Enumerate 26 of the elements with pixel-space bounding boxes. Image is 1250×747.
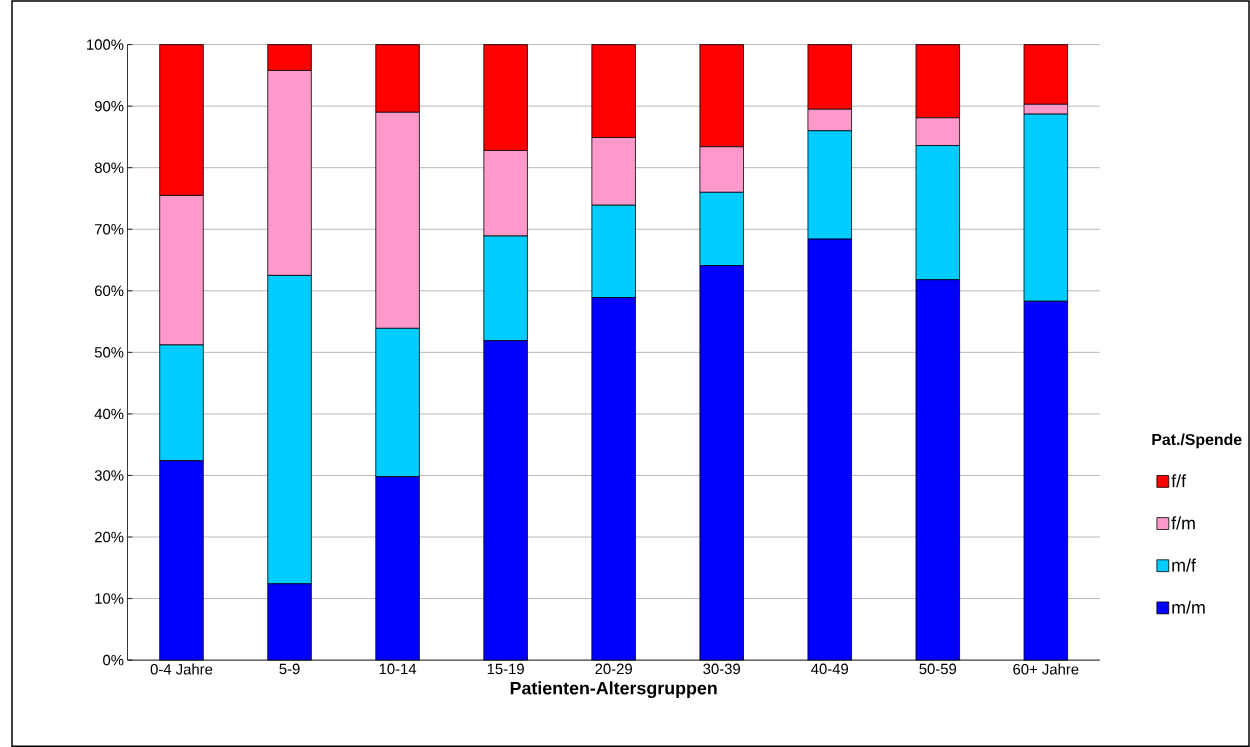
- x-tick-label: 20-29: [595, 663, 632, 674]
- y-tick-label: 40%: [94, 408, 124, 419]
- x-tick-label: 5-9: [279, 663, 300, 674]
- x-tick-label: 15-19: [487, 663, 524, 674]
- x-tick-label: 60+ Jahre: [1013, 663, 1079, 675]
- x-tick-label: 10-14: [379, 663, 417, 674]
- x-tick-label: 50-59: [919, 663, 957, 674]
- legend-label: m/m: [1172, 600, 1205, 614]
- y-tick-label: 30%: [94, 470, 124, 481]
- x-tick-label: 30-39: [703, 663, 740, 674]
- y-tick-label: 70%: [94, 223, 124, 235]
- y-tick-label: 50%: [94, 346, 124, 358]
- y-tick-label: 90%: [94, 100, 124, 112]
- x-tick-label: 40-49: [811, 663, 849, 674]
- y-tick-label: 100%: [87, 39, 124, 50]
- legend-label: f/m: [1171, 516, 1195, 530]
- y-tick-label: 0%: [103, 654, 124, 666]
- y-tick-label: 20%: [94, 531, 124, 543]
- x-tick-label: 0-4 Jahre: [150, 663, 213, 675]
- legend-title: Pat./Spende: [1152, 433, 1242, 449]
- y-tick-label: 10%: [95, 593, 124, 604]
- legend-label: m/f: [1172, 558, 1196, 572]
- legend-label: f/f: [1171, 474, 1187, 488]
- y-tick-label: 60%: [94, 285, 124, 296]
- y-tick-label: 80%: [94, 162, 124, 173]
- x-axis-title: Patienten-Altersgruppen: [510, 681, 717, 698]
